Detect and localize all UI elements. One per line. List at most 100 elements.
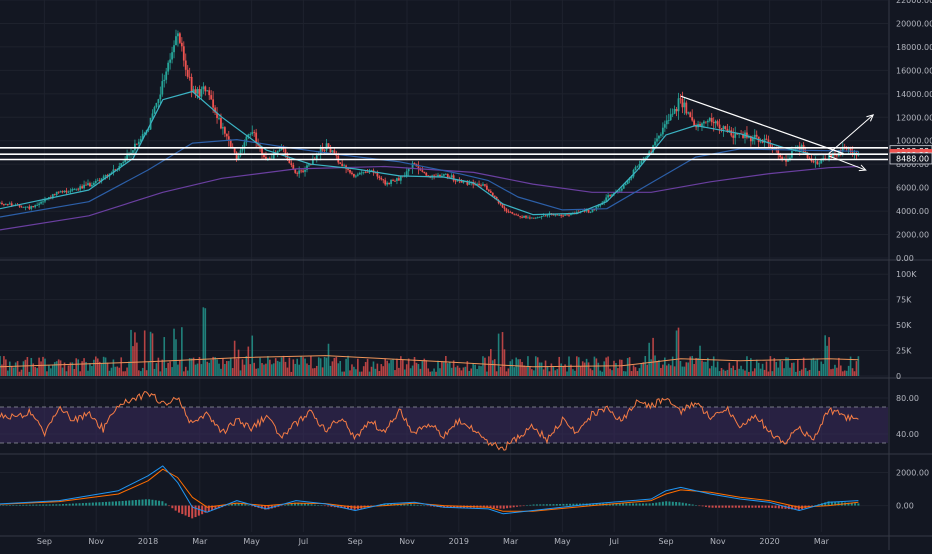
x-axis-tick: Sep (348, 537, 363, 546)
candle-body (683, 102, 686, 108)
macd-histogram-bar (327, 505, 330, 507)
candle-body (114, 169, 117, 171)
candle-body (272, 153, 275, 159)
price-axis-tick: 12000.00 (896, 113, 932, 122)
candle-body (452, 175, 455, 181)
candle-body (652, 145, 654, 153)
candle-body (611, 194, 613, 197)
volume-bar (245, 356, 248, 376)
volume-bar (304, 358, 306, 376)
volume-bar (491, 360, 494, 376)
volume-bar (204, 308, 207, 376)
volume-bar (118, 367, 121, 376)
macd-histogram-bar (2, 505, 5, 506)
volume-bar (730, 368, 733, 376)
volume-bar (93, 359, 95, 376)
x-axis-tick: 2018 (138, 537, 158, 546)
volume-bar (407, 358, 410, 376)
candle-body (42, 201, 44, 203)
candle-body (519, 216, 522, 217)
candle-body (814, 161, 817, 163)
macd-histogram-bar (794, 505, 797, 510)
x-axis-tick: Nov (710, 537, 726, 546)
candle-body (384, 180, 387, 185)
volume-bar (448, 362, 451, 376)
candle-body (67, 191, 70, 193)
candle-body (374, 172, 377, 174)
macd-histogram-bar (174, 505, 177, 511)
volume-bar (257, 368, 259, 376)
volume-bar (360, 371, 363, 376)
candle-body (730, 130, 733, 136)
volume-bar (36, 367, 38, 376)
volume-bar (734, 370, 737, 376)
macd-histogram-bar (207, 505, 210, 512)
volume-bar (366, 358, 369, 376)
candle-body (677, 98, 680, 112)
candle-body (100, 178, 103, 182)
candle-body (437, 174, 439, 177)
volume-bar (8, 361, 11, 376)
volume-bar (267, 356, 269, 376)
volume-bar (75, 358, 78, 376)
volume-bar (255, 368, 257, 376)
volume-bar (708, 368, 711, 376)
macd-histogram-bar (61, 504, 64, 506)
macd-histogram-bar (704, 505, 707, 507)
volume-bar (482, 356, 484, 376)
volume-bar (214, 356, 216, 376)
volume-bar (533, 370, 535, 376)
candle-body (663, 124, 666, 128)
candle-body (794, 148, 797, 150)
volume-bar (337, 363, 340, 376)
volume-bar (470, 368, 473, 376)
volume-bar (5, 359, 7, 376)
candle-body (485, 185, 488, 190)
candle-body (370, 170, 373, 172)
volume-bar (632, 365, 635, 376)
volume-bar (710, 365, 713, 376)
volume-bar (838, 357, 840, 376)
candle-body (321, 148, 324, 151)
macd-histogram-bar (632, 503, 635, 506)
trendline[interactable] (680, 95, 844, 155)
macd-histogram-bar (68, 503, 71, 506)
volume-bar (73, 369, 76, 376)
candle-body (188, 76, 191, 78)
candle-body (544, 215, 547, 217)
volume-bar (249, 364, 252, 376)
volume-bar (750, 358, 752, 376)
volume-bar (134, 332, 136, 376)
volume-bar (822, 363, 825, 376)
candle-body (613, 192, 615, 195)
price-axis-tick: 18000.00 (896, 43, 932, 52)
candle-body (190, 76, 193, 93)
volume-bar (581, 361, 584, 376)
macd-histogram-bar (837, 501, 840, 506)
candle-body (671, 113, 674, 115)
candle-body (89, 183, 91, 187)
volume-bar (65, 371, 68, 376)
volume-bar (847, 365, 850, 376)
candle-body (685, 102, 688, 114)
candle-body (380, 177, 383, 180)
candle-body (849, 148, 852, 153)
macd-histogram-bar (499, 505, 502, 509)
volume-bar (1, 364, 3, 376)
volume-bar (691, 355, 693, 376)
macd-histogram-bar (830, 501, 833, 506)
arrow-down-line[interactable] (828, 155, 866, 171)
candle-body (91, 184, 93, 187)
arrow-up-line[interactable] (828, 114, 874, 155)
volume-bar (460, 370, 463, 376)
volume-bar (464, 366, 467, 376)
volume-bar (589, 368, 592, 376)
volume-axis-tick: 50K (896, 321, 912, 330)
macd-histogram-bar (111, 501, 114, 506)
volume-bar (184, 366, 187, 376)
volume-bar (355, 369, 357, 376)
volume-bar (587, 362, 590, 376)
